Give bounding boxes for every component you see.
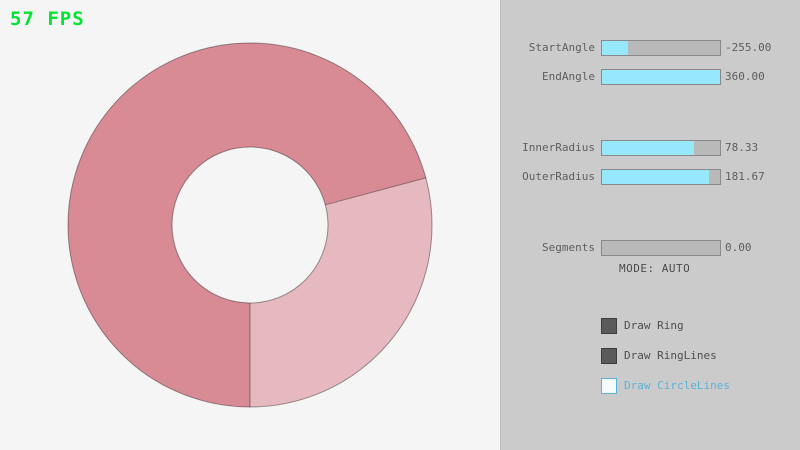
fps-counter: 57 FPS — [10, 8, 85, 30]
draw-ringlines-checkbox[interactable] — [601, 348, 617, 364]
draw-circlelines-checkbox[interactable] — [601, 378, 617, 394]
slider-label: EndAngle — [542, 70, 595, 83]
ring-sector-light — [250, 177, 433, 407]
endangle-slider[interactable] — [601, 69, 721, 85]
slider-label: Segments — [542, 241, 595, 254]
slider-label: OuterRadius — [522, 170, 595, 183]
checkbox-label: Draw CircleLines — [624, 379, 730, 392]
slider-value: 0.00 — [725, 241, 752, 254]
draw-ring-checkbox[interactable] — [601, 318, 617, 334]
checkbox-row-draw-ringlines: Draw RingLines — [601, 348, 791, 364]
slider-label: StartAngle — [528, 41, 595, 54]
slider-fill — [602, 70, 720, 84]
slider-row-outerradius: OuterRadius 181.67 — [501, 169, 800, 185]
slider-fill — [602, 41, 628, 55]
ring-boundary-line-right — [325, 177, 426, 206]
segments-slider[interactable] — [601, 240, 721, 256]
donut-ring-graphic — [67, 42, 433, 408]
mode-label: MODE: AUTO — [619, 262, 691, 275]
innerradius-slider[interactable] — [601, 140, 721, 156]
slider-value: -255.00 — [725, 41, 772, 54]
checkbox-row-draw-ring: Draw Ring — [601, 318, 791, 334]
ring-outline-outer — [67, 42, 433, 408]
slider-value: 360.00 — [725, 70, 765, 83]
control-panel: StartAngle -255.00 EndAngle 360.00 Inner… — [500, 0, 800, 450]
slider-fill — [602, 170, 710, 184]
startangle-slider[interactable] — [601, 40, 721, 56]
slider-label: InnerRadius — [522, 141, 595, 154]
checkbox-label: Draw RingLines — [624, 349, 717, 362]
outerradius-slider[interactable] — [601, 169, 721, 185]
slider-row-endangle: EndAngle 360.00 — [501, 69, 800, 85]
ring-sector-dark — [68, 43, 426, 408]
slider-value: 78.33 — [725, 141, 759, 154]
checkbox-label: Draw Ring — [624, 319, 684, 332]
slider-row-startangle: StartAngle -255.00 — [501, 40, 800, 56]
slider-fill — [602, 141, 695, 155]
checkbox-row-draw-circlelines: Draw CircleLines — [601, 378, 791, 394]
slider-row-innerradius: InnerRadius 78.33 — [501, 140, 800, 156]
slider-row-segments: Segments 0.00 — [501, 240, 800, 256]
slider-value: 181.67 — [725, 170, 765, 183]
ring-outline-inner — [171, 146, 329, 304]
